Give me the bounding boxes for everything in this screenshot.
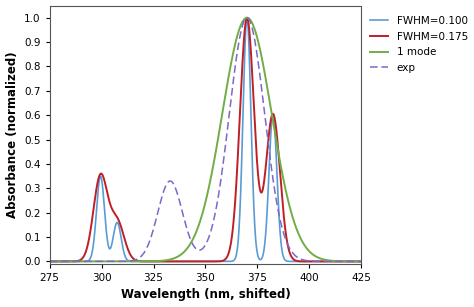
FWHM=0.175 xyxy=(279,197,285,201)
FWHM=0.175 xyxy=(358,260,364,263)
FWHM=0.175 xyxy=(103,186,109,190)
1 mode xyxy=(234,37,239,41)
exp xyxy=(47,260,53,263)
exp xyxy=(358,260,364,263)
FWHM=0.100 xyxy=(234,252,239,256)
FWHM=0.100 xyxy=(249,161,255,165)
Line: exp: exp xyxy=(50,18,361,262)
FWHM=0.175 xyxy=(249,75,255,79)
exp xyxy=(279,226,285,230)
exp xyxy=(103,260,109,263)
1 mode xyxy=(244,16,250,20)
FWHM=0.175 xyxy=(47,260,53,263)
FWHM=0.100 xyxy=(279,250,285,254)
FWHM=0.100 xyxy=(358,260,364,263)
1 mode xyxy=(47,260,53,263)
FWHM=0.100 xyxy=(166,260,172,263)
FWHM=0.100 xyxy=(103,228,109,232)
exp xyxy=(166,180,172,183)
FWHM=0.100 xyxy=(303,260,309,263)
Line: FWHM=0.100: FWHM=0.100 xyxy=(50,18,361,262)
X-axis label: Wavelength (nm, shifted): Wavelength (nm, shifted) xyxy=(120,289,290,301)
Y-axis label: Absorbance (normalized): Absorbance (normalized) xyxy=(6,51,18,218)
exp xyxy=(244,16,250,20)
Line: FWHM=0.175: FWHM=0.175 xyxy=(50,18,361,262)
exp xyxy=(303,259,309,262)
1 mode xyxy=(279,171,285,175)
1 mode xyxy=(358,260,364,263)
exp xyxy=(234,55,239,59)
FWHM=0.175 xyxy=(166,260,172,263)
1 mode xyxy=(303,245,309,249)
FWHM=0.175 xyxy=(234,179,239,182)
1 mode xyxy=(249,21,255,25)
Line: 1 mode: 1 mode xyxy=(50,18,361,262)
exp xyxy=(249,27,255,31)
1 mode xyxy=(166,258,172,262)
FWHM=0.100 xyxy=(244,16,250,20)
FWHM=0.175 xyxy=(303,260,309,263)
FWHM=0.100 xyxy=(47,260,53,263)
1 mode xyxy=(103,260,109,263)
Legend: FWHM=0.100, FWHM=0.175, 1 mode, exp: FWHM=0.100, FWHM=0.175, 1 mode, exp xyxy=(370,16,468,73)
FWHM=0.175 xyxy=(244,16,250,20)
